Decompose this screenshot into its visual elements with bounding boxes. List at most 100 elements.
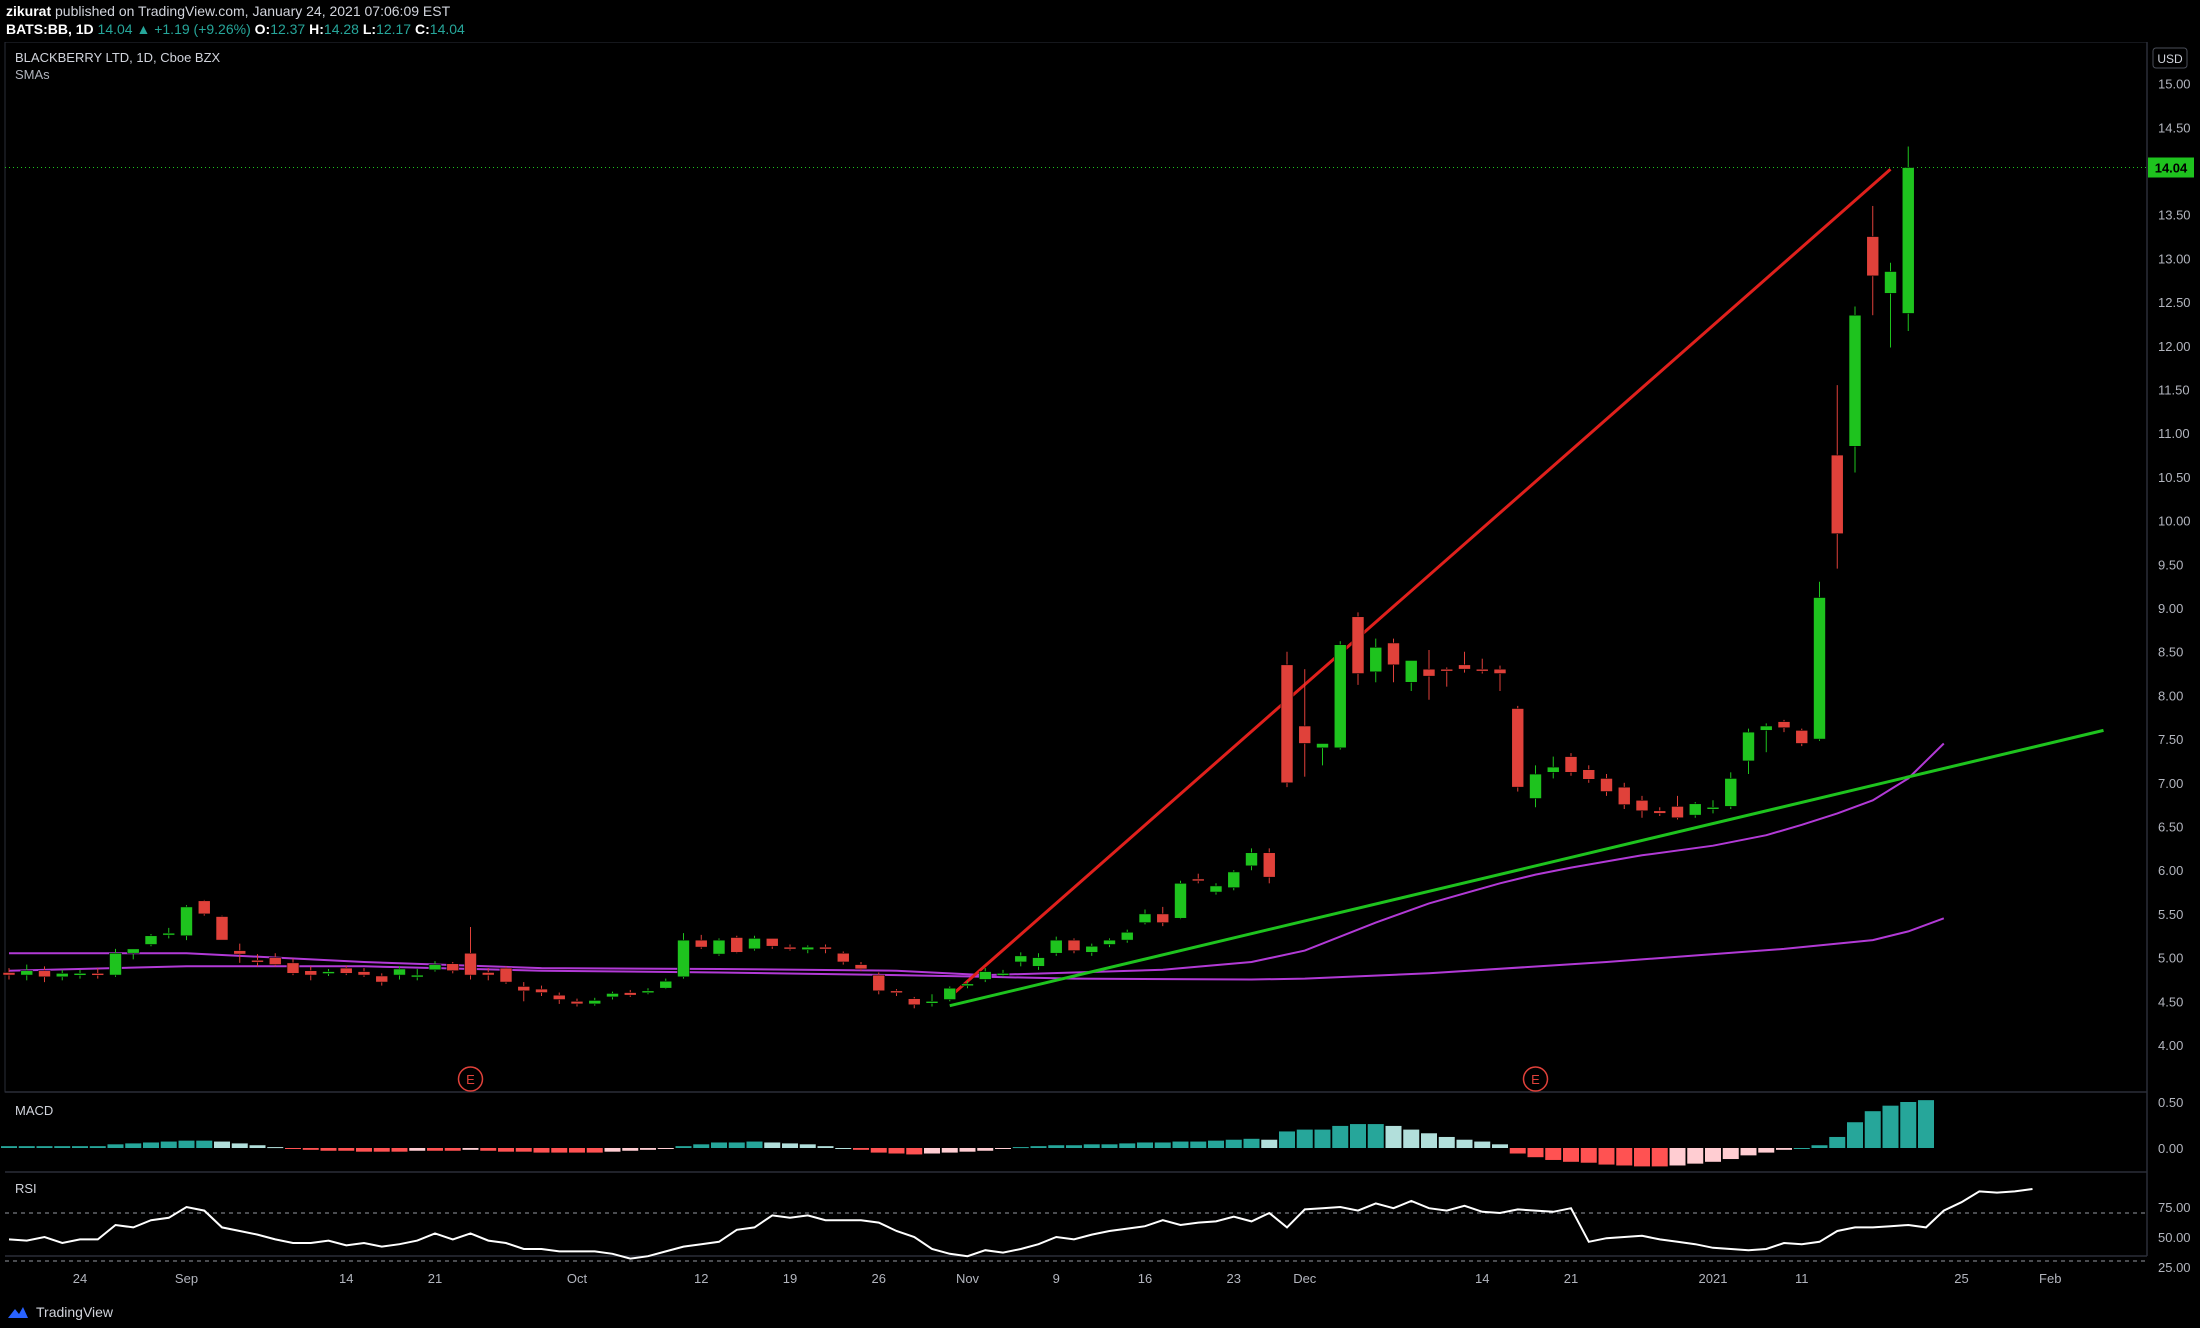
candle-body <box>606 993 619 998</box>
candle <box>1014 952 1028 967</box>
high-label: H: <box>309 21 324 37</box>
price-tick-label: 6.00 <box>2158 863 2183 878</box>
candle-body <box>1191 878 1205 882</box>
candle <box>588 997 602 1006</box>
candle <box>748 935 761 951</box>
currency-box <box>2152 47 2188 69</box>
macd-bar <box>1811 1145 1828 1148</box>
trendlines[interactable] <box>948 168 2104 1008</box>
time-tick-label: Oct <box>567 1271 588 1286</box>
macd-bar <box>1172 1141 1189 1148</box>
macd-bar <box>302 1148 319 1150</box>
price-axis[interactable]: 4.00 4.50 5.00 5.50 6.00 6.50 7.00 7.50 8.00 8.50… <box>2148 47 2194 1053</box>
macd-bar <box>569 1148 585 1153</box>
earnings-label: E <box>1531 1072 1540 1087</box>
candle <box>570 998 584 1007</box>
brand-name: TradingView <box>36 1304 114 1320</box>
rsi-line <box>8 1188 2033 1260</box>
candle-body <box>517 986 531 992</box>
candle-body <box>1049 939 1063 954</box>
macd-bar <box>1101 1144 1118 1148</box>
candle <box>783 944 797 951</box>
rsi-pane: 25.00 50.00 75.00 <box>5 1188 2191 1275</box>
candle-body <box>1085 945 1099 953</box>
macd-bar <box>36 1146 53 1148</box>
macd-bar <box>1119 1143 1136 1148</box>
candle <box>410 968 424 981</box>
macd-bar <box>1882 1105 1899 1148</box>
candle <box>535 985 548 997</box>
time-axis[interactable]: 24 Sep 14 21 Oct 12 19 26 Nov 9 16 23 Dec 14 21 2021 11 2… <box>73 1271 2062 1286</box>
macd-bar <box>977 1148 994 1151</box>
candle <box>872 972 886 995</box>
macd-bar <box>1669 1148 1686 1166</box>
candle <box>1032 953 1045 970</box>
candle <box>1475 658 1489 674</box>
candle-body <box>197 900 211 915</box>
time-tick-label: 26 <box>872 1271 886 1286</box>
macd-bar <box>1634 1148 1650 1167</box>
macd-bar <box>1492 1144 1508 1148</box>
candle <box>1103 938 1116 948</box>
candle <box>890 989 903 997</box>
candle <box>1724 772 1738 810</box>
tradingview-brand[interactable]: TradingView <box>6 1301 113 1323</box>
candle <box>1511 705 1525 792</box>
price-change: +1.19 (+9.26%) <box>154 21 251 37</box>
macd-bar <box>675 1146 692 1148</box>
macd-tick-label: 0.50 <box>2158 1095 2183 1110</box>
price-tick-label: 10.00 <box>2158 514 2191 529</box>
candle <box>268 953 282 967</box>
time-tick-label: 2021 <box>1699 1271 1728 1286</box>
macd-bar <box>1580 1148 1597 1163</box>
candle <box>1653 807 1667 817</box>
macd-bar <box>1296 1129 1313 1148</box>
candle <box>481 968 495 981</box>
candle-body <box>1280 664 1294 784</box>
author-name[interactable]: zikurat <box>6 3 52 19</box>
time-tick-label: Sep <box>175 1271 198 1286</box>
candle-body <box>1635 799 1649 812</box>
candle <box>694 934 708 949</box>
candle <box>304 966 318 981</box>
macd-bar <box>799 1144 816 1148</box>
time-tick-label: 12 <box>694 1271 708 1286</box>
candle-body <box>410 974 424 978</box>
candle <box>1404 660 1418 692</box>
macd-bar <box>409 1148 426 1151</box>
macd-bar <box>1403 1129 1420 1148</box>
candle <box>1582 765 1596 783</box>
candle <box>623 989 637 997</box>
candle-body <box>481 972 495 976</box>
candle-body <box>162 932 176 936</box>
candle-body <box>1404 660 1418 683</box>
price-tick-label: 12.00 <box>2158 339 2191 354</box>
price-tick-label: 13.50 <box>2158 208 2191 223</box>
candle <box>1333 641 1347 750</box>
macd-bar <box>817 1146 834 1148</box>
candle <box>1067 938 1081 954</box>
macd-bar <box>1776 1148 1792 1150</box>
candle <box>180 905 193 941</box>
macd-bar <box>1367 1124 1384 1148</box>
candle <box>1280 651 1294 788</box>
candle-body <box>623 992 637 996</box>
macd-bar <box>782 1143 798 1148</box>
macd-bar <box>178 1140 195 1148</box>
candle-body <box>1901 167 1915 314</box>
candle-body <box>1688 803 1702 816</box>
candle-body <box>1795 730 1809 744</box>
candle <box>446 961 460 974</box>
candle-body <box>836 952 850 963</box>
candle <box>1174 880 1187 920</box>
candle <box>552 992 566 1004</box>
candle-body <box>535 988 548 993</box>
candle-body <box>233 950 247 955</box>
candle <box>1706 800 1720 814</box>
time-tick-label: 25 <box>1954 1271 1968 1286</box>
candle-body <box>20 970 34 976</box>
candle <box>1529 765 1542 808</box>
time-tick-label: 11 <box>1795 1271 1809 1286</box>
